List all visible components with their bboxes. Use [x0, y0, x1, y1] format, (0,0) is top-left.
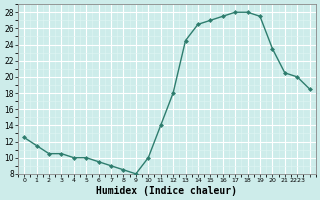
X-axis label: Humidex (Indice chaleur): Humidex (Indice chaleur) — [96, 186, 237, 196]
